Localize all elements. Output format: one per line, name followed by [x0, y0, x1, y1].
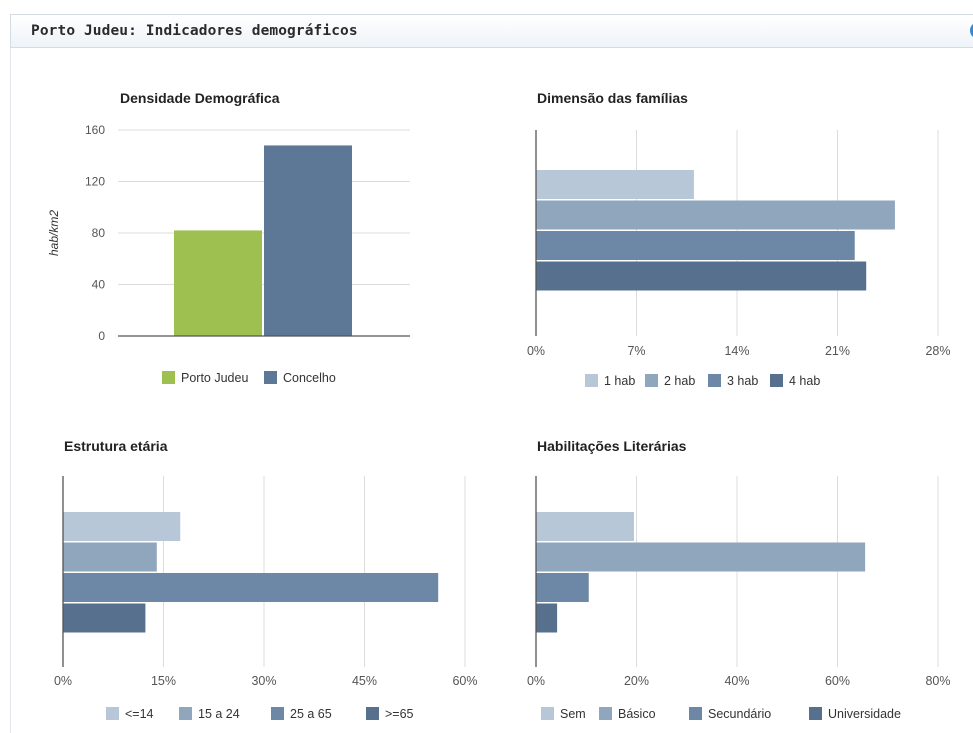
x-tick-label: 0%: [527, 344, 545, 358]
y-tick-label: 40: [92, 278, 106, 292]
x-tick-label: 30%: [251, 674, 276, 688]
legend-label: 15 a 24: [198, 707, 240, 721]
legend-label: Básico: [618, 707, 656, 721]
legend-label: 3 hab: [727, 374, 758, 388]
legend-swatch: [689, 707, 702, 720]
legend-swatch: [645, 374, 658, 387]
legend-swatch: [264, 371, 277, 384]
bar-etaria-3: [63, 573, 439, 602]
y-tick-label: 0: [98, 329, 105, 343]
panel-left-border: [10, 48, 11, 733]
bar-habilitacoes-1: [536, 512, 634, 541]
x-tick-label: 20%: [624, 674, 649, 688]
legend-swatch: [708, 374, 721, 387]
bar-etaria-1: [63, 512, 181, 541]
x-tick-label: 60%: [825, 674, 850, 688]
x-tick-label: 0%: [527, 674, 545, 688]
bar-etaria-2: [63, 542, 157, 572]
legend-swatch: [179, 707, 192, 720]
x-tick-label: 0%: [54, 674, 72, 688]
chart-title-etaria: Estrutura etária: [64, 438, 168, 454]
legend-label: 4 hab: [789, 374, 820, 388]
legend-swatch: [770, 374, 783, 387]
x-tick-label: 60%: [452, 674, 477, 688]
legend-label: >=65: [385, 707, 414, 721]
y-axis-label: hab/km2: [47, 210, 61, 256]
y-tick-label: 80: [92, 226, 106, 240]
x-tick-label: 80%: [925, 674, 950, 688]
bar-habilitacoes-4: [536, 603, 558, 633]
x-tick-label: 7%: [627, 344, 645, 358]
y-tick-label: 160: [85, 123, 105, 137]
bar-habilitacoes-2: [536, 542, 866, 572]
legend-label: 1 hab: [604, 374, 635, 388]
legend-label: Porto Judeu: [181, 371, 248, 385]
y-tick-label: 120: [85, 175, 105, 189]
legend-swatch: [162, 371, 175, 384]
x-tick-label: 14%: [724, 344, 749, 358]
bar-etaria-4: [63, 603, 146, 633]
legend-label: Concelho: [283, 371, 336, 385]
legend-swatch: [809, 707, 822, 720]
legend-swatch: [541, 707, 554, 720]
bar-porto-judeu: [174, 230, 262, 336]
bar-familias-1: [536, 170, 694, 199]
legend-label: Secundário: [708, 707, 771, 721]
legend-swatch: [106, 707, 119, 720]
bar-familias-3: [536, 231, 855, 260]
bar-habilitacoes-3: [536, 573, 589, 602]
info-icon[interactable]: i: [970, 22, 973, 39]
legend-swatch: [366, 707, 379, 720]
x-tick-label: 21%: [825, 344, 850, 358]
x-tick-label: 45%: [352, 674, 377, 688]
legend-label: <=14: [125, 707, 154, 721]
legend-label: Universidade: [828, 707, 901, 721]
legend-label: Sem: [560, 707, 586, 721]
chart-title-habilitacoes: Habilitações Literárias: [537, 438, 687, 454]
x-tick-label: 40%: [724, 674, 749, 688]
panel-title: Porto Judeu: Indicadores demográficos: [31, 23, 358, 39]
chart-title-densidade: Densidade Demográfica: [120, 90, 280, 106]
bar-familias-4: [536, 261, 867, 291]
panel-header: Porto Judeu: Indicadores demográficos i: [10, 14, 973, 48]
bar-familias-2: [536, 200, 895, 230]
x-tick-label: 28%: [925, 344, 950, 358]
legend-label: 2 hab: [664, 374, 695, 388]
legend-swatch: [271, 707, 284, 720]
legend-label: 25 a 65: [290, 707, 332, 721]
chart-title-familias: Dimensão das famílias: [537, 90, 688, 106]
legend-swatch: [585, 374, 598, 387]
bar-concelho: [264, 145, 352, 336]
legend-swatch: [599, 707, 612, 720]
x-tick-label: 15%: [151, 674, 176, 688]
